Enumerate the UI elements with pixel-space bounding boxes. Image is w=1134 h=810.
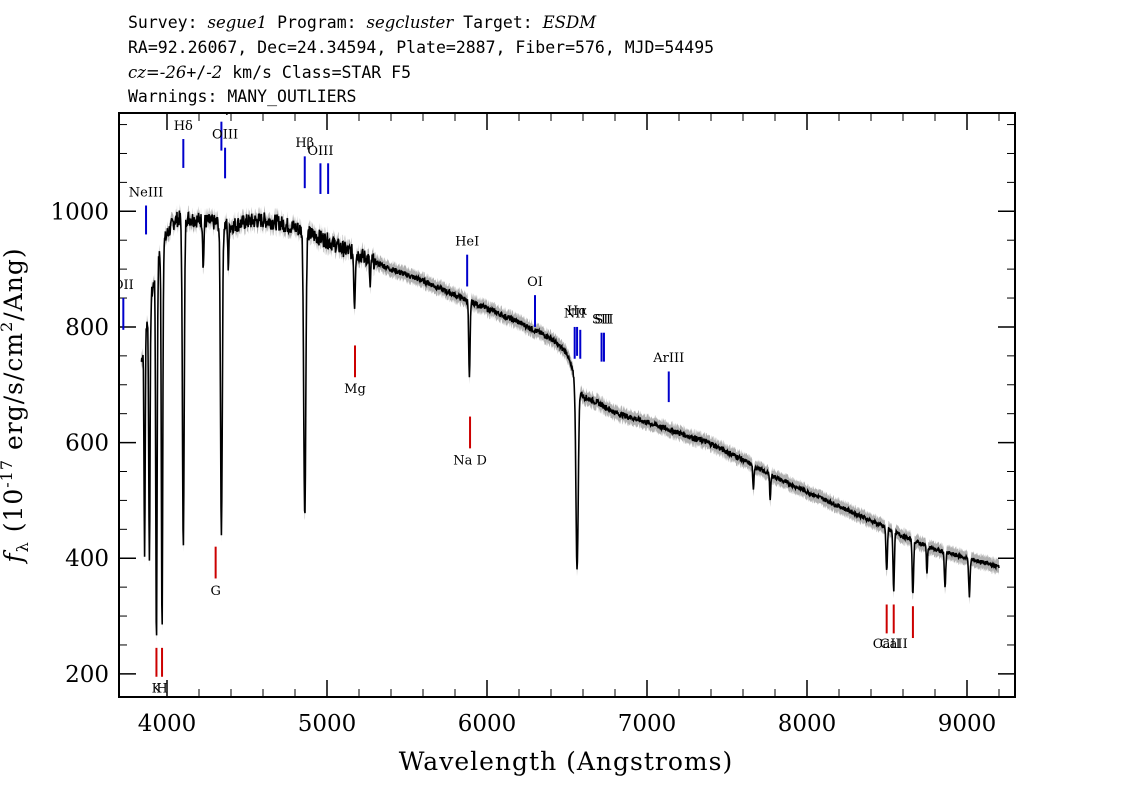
header-survey-part: Survey: [128, 13, 207, 32]
header-redshift-part: cz= [128, 63, 160, 82]
y-label-part: -17 [0, 459, 16, 488]
header-survey-part: segcluster [367, 13, 455, 32]
emission-line-label: OIII [307, 144, 333, 159]
header-survey-part: ESDM [542, 13, 598, 32]
absorption-line-label: CaII [880, 637, 908, 652]
emission-line-label: HeI [455, 234, 479, 249]
y-tick-label: 200 [65, 662, 109, 688]
header-redshift-part: km/s Class=STAR F5 [222, 63, 411, 82]
header-block: Survey: segue1 Program: segcluster Targe… [128, 13, 714, 106]
y-tick-label: 600 [65, 431, 109, 457]
emission-line-label: Hβ [295, 136, 314, 151]
absorption-line-label: H [156, 681, 167, 696]
y-label-part: erg/s/cm [0, 332, 28, 459]
x-tick-label: 8000 [778, 711, 837, 737]
emission-line-label: SII [592, 312, 611, 327]
header-redshift-part: -2 [206, 63, 222, 82]
absorption-line-label: Mg [344, 382, 366, 397]
plot-area [140, 203, 1000, 643]
header-redshift-part: -26 [160, 63, 187, 82]
y-label-part: f [0, 550, 28, 565]
error-band [141, 203, 999, 643]
header-survey-part: segue1 [207, 13, 267, 32]
header-line-redshift: cz=-26+/-2 km/s Class=STAR F5 [128, 63, 411, 82]
x-tick-label: 6000 [458, 711, 517, 737]
absorption-line-label: G [210, 584, 220, 599]
absorption-line-label: CaII [873, 637, 901, 652]
absorption-line-label: K [152, 681, 162, 696]
y-label-part: (10 [0, 488, 28, 542]
spectral-line-markers: OIINeIIIHδHγOIIIHβOIIIHeIOINIIHαSIISIIAr… [113, 101, 914, 696]
y-tick-label: 400 [65, 546, 109, 572]
x-tick-label: 4000 [138, 711, 197, 737]
emission-line-label: OII [113, 278, 134, 293]
emission-line-label: NII [564, 307, 586, 322]
header-line-coordinates: RA=92.26067, Dec=24.34594, Plate=2887, F… [128, 38, 714, 57]
y-label-part: λ [13, 541, 32, 552]
header-redshift-part: +/ [186, 63, 206, 82]
header-line-survey: Survey: segue1 Program: segcluster Targe… [128, 13, 597, 32]
y-tick-label: 1000 [50, 199, 109, 225]
emission-line-label: OI [527, 275, 543, 290]
header-survey-part: Program: [267, 13, 366, 32]
header-line-warnings: Warnings: MANY_OUTLIERS [128, 87, 356, 106]
emission-line-label: NeIII [129, 185, 163, 200]
x-tick-label: 9000 [938, 711, 997, 737]
emission-line-label: Hα [567, 304, 587, 319]
x-tick-label: 7000 [618, 711, 677, 737]
emission-line-label: OIII [212, 127, 238, 142]
x-axis-label: Wavelength (Angstroms) [399, 747, 733, 776]
emission-line-label: SII [594, 312, 613, 327]
axis-ticks: 4000 5000 6000 7000 8000 9000 200 400 600 800 1000 [50, 113, 1015, 737]
plot-frame [118, 112, 1016, 698]
absorption-line-label: Na D [453, 454, 487, 469]
emission-line-label: Hδ [174, 119, 193, 134]
spectrum-line [140, 210, 1000, 636]
y-tick-label: 800 [65, 315, 109, 341]
y-label-part: /Ang) [0, 247, 28, 320]
emission-line-label: ArIII [652, 351, 684, 366]
y-axis-label: fλ (10-17 erg/s/cm2/Ang) [0, 247, 32, 564]
header-survey-part: Target: [453, 13, 542, 32]
x-tick-label: 5000 [298, 711, 357, 737]
emission-line-label: Hγ [212, 101, 231, 116]
y-label-part: 2 [0, 321, 16, 332]
